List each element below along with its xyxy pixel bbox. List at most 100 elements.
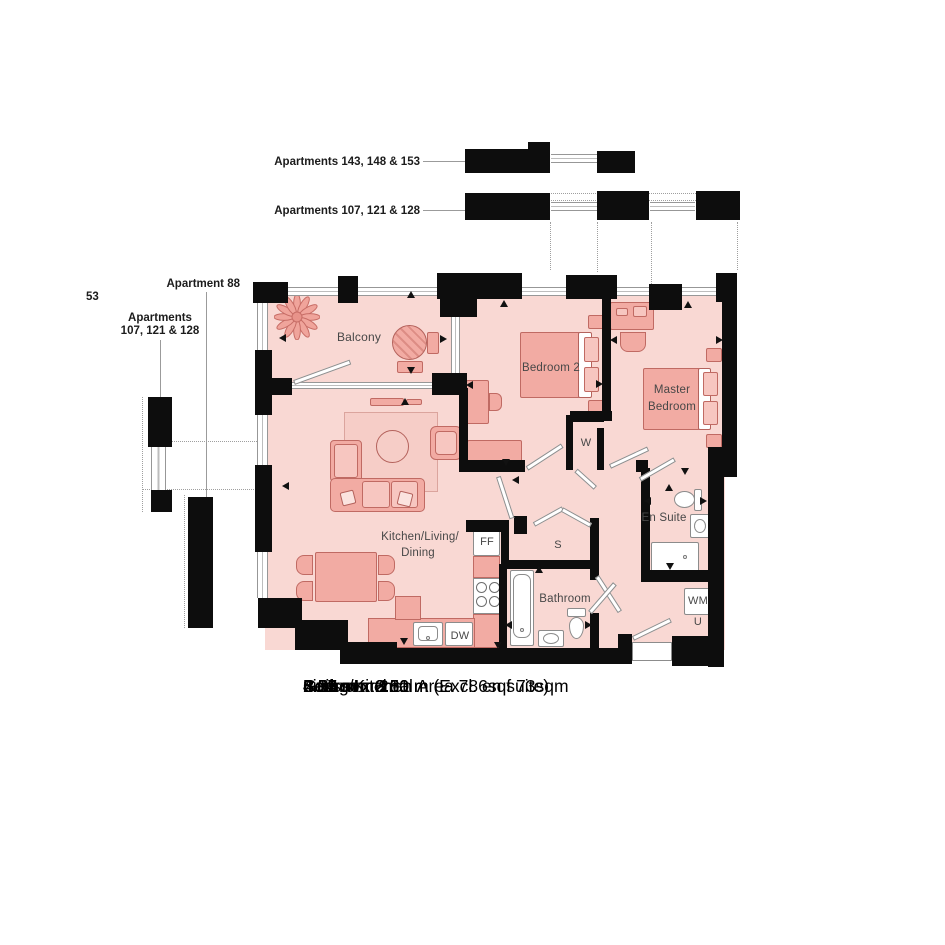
bed2-pillow (584, 337, 599, 362)
callout-apartments-107-top: Apartments 107, 121 & 128 (274, 205, 420, 217)
balcony-door-track (292, 382, 432, 389)
toilet-bowl (674, 491, 695, 508)
dining-chair (296, 555, 313, 575)
window (682, 287, 716, 296)
marker-triangle-icon (665, 484, 673, 491)
drain (520, 628, 524, 632)
summary-title: Gross Internal Area 786sqf 73sqm (303, 676, 569, 696)
balcony-table (392, 325, 427, 360)
callout-apartment-88: Apartment 88 (166, 278, 241, 290)
fridge-freezer-label: FF (480, 536, 494, 548)
sofa-cushion (334, 444, 358, 478)
wall (602, 297, 611, 419)
sink-basin (694, 519, 706, 533)
marker-triangle-icon (466, 381, 473, 389)
dining-chair (296, 581, 313, 601)
dining-chair (378, 581, 395, 601)
marker-triangle-icon (407, 367, 415, 374)
window (151, 447, 166, 490)
sofa-cushion (362, 481, 390, 508)
coffee-table (376, 430, 409, 463)
marker-triangle-icon (282, 482, 289, 490)
room-label-utility: U (693, 616, 703, 628)
wall (499, 564, 507, 652)
leader-line (160, 340, 161, 398)
dishwasher-label: DW (450, 630, 470, 642)
wall (272, 378, 292, 395)
wall (618, 634, 632, 664)
wall (437, 273, 522, 299)
hob-ring (476, 582, 487, 593)
callout-apartments-107-left: 107, 121 & 128 (120, 325, 200, 337)
bathtub-inner (513, 574, 531, 638)
callout-apartments-107-left: Apartments (128, 312, 192, 324)
wall (708, 477, 724, 667)
wall (597, 191, 649, 220)
wall (459, 388, 468, 468)
wall (641, 570, 715, 582)
window (257, 303, 268, 350)
marker-triangle-icon (494, 642, 502, 649)
balcony-chair (427, 332, 439, 354)
master-desk-chair (620, 332, 646, 352)
wall (649, 284, 682, 310)
wall (597, 151, 635, 173)
marker-triangle-icon (502, 459, 510, 466)
washing-machine-label: WM (688, 595, 708, 607)
wall (188, 497, 213, 628)
marker-triangle-icon (400, 638, 408, 645)
wall (148, 397, 172, 447)
leader-line (206, 292, 207, 497)
wall (590, 518, 599, 580)
drain (426, 636, 430, 640)
window (358, 287, 437, 296)
callout-apartments-143: Apartments 143, 148 & 153 (274, 156, 420, 168)
wall (514, 516, 527, 534)
marker-triangle-icon (716, 336, 723, 344)
wall (258, 598, 302, 628)
window (551, 202, 597, 211)
marker-triangle-icon (500, 300, 508, 307)
wall (590, 613, 599, 653)
wall (641, 468, 650, 578)
wall (597, 428, 604, 470)
nightstand (706, 348, 722, 362)
leader-line (423, 210, 465, 211)
dotted-line (597, 222, 598, 272)
toilet-bowl (569, 617, 584, 639)
marker-triangle-icon (512, 476, 519, 484)
bed2-mattress (520, 332, 580, 398)
wall (566, 415, 573, 470)
marker-triangle-icon (596, 380, 603, 388)
dishwasher (445, 622, 473, 646)
sink-basin (543, 633, 559, 644)
bed2-pillow (584, 367, 599, 392)
window (257, 415, 268, 465)
master-desk (610, 302, 654, 330)
kitchen-sink-basin (418, 626, 438, 641)
wall (570, 411, 612, 421)
wall (716, 273, 737, 302)
wall (253, 282, 288, 303)
wall (501, 520, 509, 568)
room-label-wardrobe: W (580, 437, 592, 449)
dining-chair (378, 555, 395, 575)
wall (708, 447, 737, 477)
window (522, 287, 566, 296)
wall (432, 373, 467, 395)
dotted-line (550, 222, 551, 270)
kitchen-counter (473, 556, 500, 578)
marker-triangle-icon (535, 566, 543, 573)
wall (465, 193, 550, 220)
marker-triangle-icon (684, 301, 692, 308)
nightstand (706, 434, 722, 448)
room-label-bathroom: Bathroom (539, 593, 591, 605)
dotted-line (651, 222, 652, 284)
washing-machine (684, 588, 712, 615)
entry-threshold (632, 642, 672, 661)
wall (255, 350, 272, 415)
marker-triangle-icon (666, 563, 674, 570)
wall (255, 465, 272, 552)
dotted-line (171, 441, 257, 442)
window (451, 317, 460, 373)
